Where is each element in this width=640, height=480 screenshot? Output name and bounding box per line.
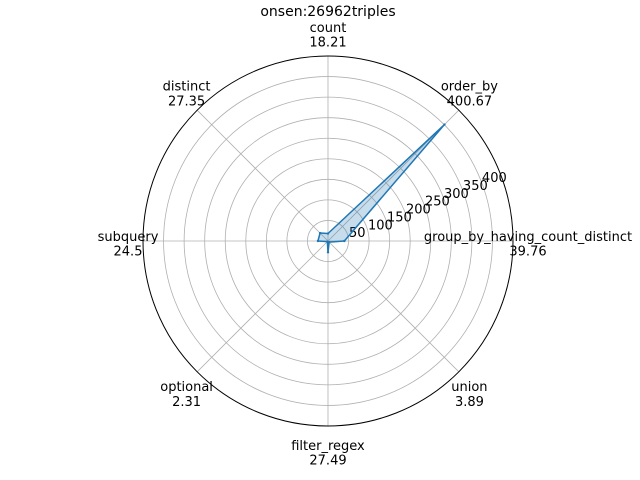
radial-tick-label: 250	[425, 195, 450, 210]
data-series	[316, 123, 446, 254]
data-point	[318, 231, 322, 235]
axis-label-group: distinct 27.35	[163, 79, 211, 109]
axis-label-group: order_by 400.67	[441, 79, 498, 109]
axis-label-group: optional 2.31	[160, 380, 213, 410]
axis-value-label: 27.49	[309, 454, 346, 469]
chart-title: onsen:26962triples	[260, 4, 395, 20]
axis-labels: count 18.21 order_by 400.67 group_by_having_…	[98, 21, 633, 469]
axis-category-label: count	[310, 21, 347, 36]
data-point	[343, 239, 346, 243]
series-fill	[317, 124, 445, 253]
axis-label-group: subquery 24.5	[98, 230, 159, 260]
axis-label-group: filter_regex 27.49	[291, 439, 365, 469]
axis-value-label: 24.5	[114, 245, 143, 260]
radial-tick-label: 350	[463, 179, 488, 194]
axis-label-group: group_by_having_count_distinct 39.76	[424, 230, 632, 260]
data-point	[326, 232, 330, 235]
axis-category-label: order_by	[441, 79, 498, 94]
data-point	[443, 123, 446, 126]
polar-frame	[142, 55, 514, 427]
axis-value-label: 3.89	[455, 395, 484, 410]
axis-value-label: 18.21	[309, 36, 346, 51]
axis-value-label: 400.67	[447, 94, 493, 109]
axis-category-label: subquery	[98, 230, 159, 245]
radial-tick-label: 200	[406, 203, 431, 218]
axis-category-label: filter_regex	[291, 439, 365, 454]
radial-tick-label: 300	[444, 187, 469, 202]
radial-tick-label: 400	[482, 171, 507, 186]
axis-category-label: optional	[160, 380, 213, 395]
data-point	[316, 239, 320, 243]
axis-category-label: group_by_having_count_distinct	[424, 230, 632, 245]
grid-spoke	[196, 240, 329, 373]
data-point	[326, 240, 329, 243]
axis-value-label: 39.76	[509, 245, 546, 260]
axis-category-label: distinct	[163, 79, 211, 94]
axis-label-group: count 18.21	[309, 21, 346, 51]
radial-tick-label: 100	[368, 218, 393, 233]
grid-spoke	[196, 109, 329, 242]
data-point	[326, 251, 330, 254]
axis-label-group: union 3.89	[451, 380, 487, 410]
grid-spoke	[327, 240, 460, 373]
axis-value-label: 27.35	[168, 94, 205, 109]
axis-category-label: union	[451, 380, 487, 395]
radial-tick-label: 150	[387, 210, 412, 225]
data-point	[327, 240, 331, 244]
axis-value-label: 2.31	[172, 395, 201, 410]
